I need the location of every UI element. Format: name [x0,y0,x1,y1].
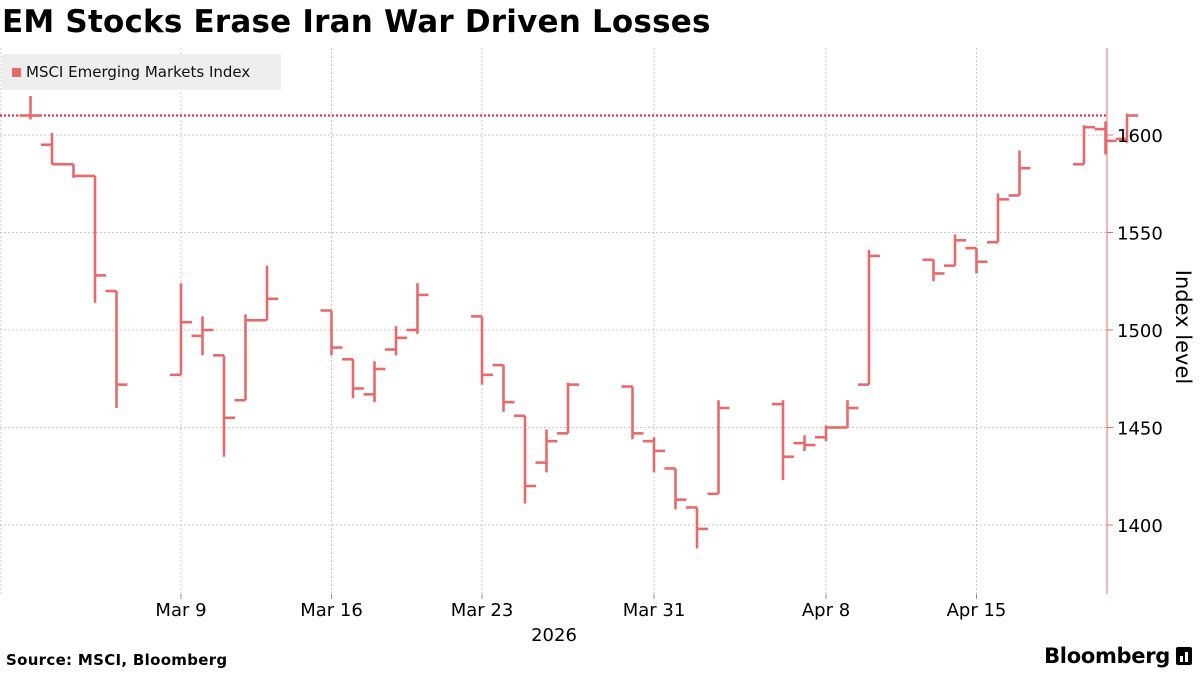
ohlc-bar [535,429,558,473]
ohlc-bar [234,314,257,402]
x-tick-label: Mar 9 [155,600,206,621]
y-tick-label: 1400 [1117,516,1163,537]
ohlc-bar [836,400,859,429]
ohlc-bar [471,315,493,385]
ohlc-bar [965,246,988,274]
ohlc-bar [492,363,515,412]
legend-swatch [12,67,21,77]
x-tick-label: Mar 23 [451,600,514,621]
grid [0,48,1107,594]
ohlc-bar [41,133,63,166]
ohlc-bar [1094,121,1117,155]
x-tick-label: Apr 15 [947,600,1007,621]
ohlc-bar [1116,113,1138,143]
ohlc-bar [815,425,837,442]
ohlc-bar [84,174,106,303]
ohlc-bar [514,414,536,504]
ohlc-bar [686,506,708,549]
brand-name: Bloomberg [1044,644,1170,668]
ohlc-bar [213,354,235,457]
ohlc-bar [105,289,128,408]
x-tick-label: Apr 8 [802,600,850,621]
ohlc-bar [62,162,85,178]
y-tick-label: 1550 [1117,224,1163,245]
x-tick-label: Mar 31 [623,600,686,621]
ohlc-bar [557,382,579,435]
ohlc-bar [1073,125,1095,166]
ohlc-bar [1008,150,1031,197]
y-tick-label: 1500 [1117,321,1163,342]
ohlc-bar [987,193,1009,244]
ohlc-bar [363,361,386,403]
ohlc-bar [772,400,794,481]
x-axis-year-label: 2026 [531,625,577,646]
ohlc-bar [342,357,364,399]
brand-logo: Bloomberg [1044,644,1192,668]
ohlc-bar [406,283,429,334]
ohlc-bar [922,258,945,282]
ohlc-bar [385,326,407,356]
bloomberg-icon [1176,647,1192,665]
ohlc-bar [707,400,730,496]
x-tick-label: Mar 16 [300,600,363,621]
ohlc-bar [191,316,214,356]
legend-label: MSCI Emerging Markets Index [26,63,251,81]
ohlc-bar [858,250,880,386]
ohlc-bar [793,435,816,451]
ohlc-bar [320,309,343,356]
legend: MSCI Emerging Markets Index [2,54,281,90]
ohlc-bar [643,437,665,473]
axes: 1400 1450 1500 1550 1600 Mar 9 Mar 16 Mar 23 Mar… [155,48,1195,646]
y-tick-label: 1600 [1117,126,1163,147]
ohlc-bar [170,283,192,377]
ohlc-bar [664,467,687,510]
ohlc-bars [19,96,1138,549]
chart-title: EM Stocks Erase Iran War Driven Losses [2,4,711,40]
ohlc-bar [621,385,644,440]
ohlc-bar [19,96,42,120]
source-note: Source: MSCI, Bloomberg [6,651,228,669]
y-axis-title: Index level [1171,270,1195,384]
ohlc-bar [944,234,966,267]
ohlc-bar [256,265,278,322]
y-tick-label: 1450 [1117,419,1163,440]
